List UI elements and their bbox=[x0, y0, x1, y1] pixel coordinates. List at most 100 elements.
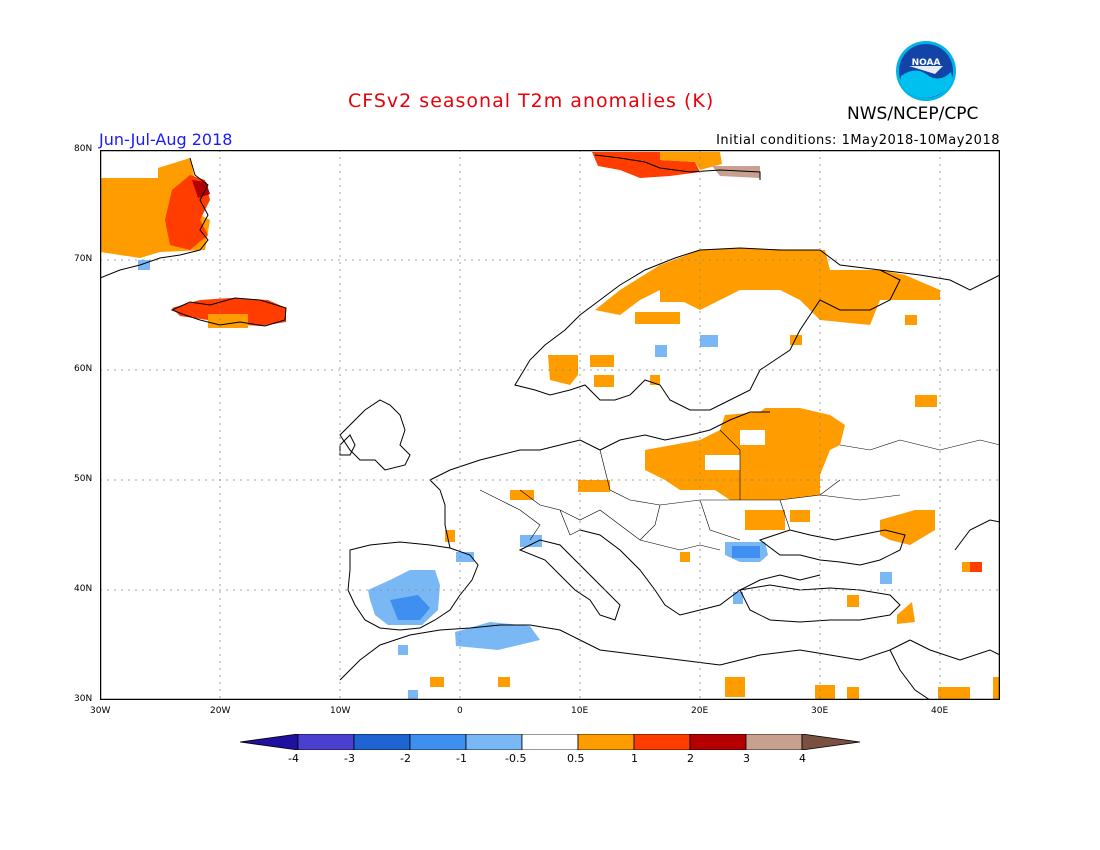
egypt-warm-3 bbox=[847, 687, 859, 700]
france-south-cool bbox=[520, 535, 542, 547]
greece-warm-patch bbox=[680, 552, 690, 562]
lon-label-10w: 10W bbox=[330, 706, 351, 716]
italy-coast bbox=[518, 539, 621, 621]
france-coast bbox=[429, 479, 451, 549]
egypt-warm-1 bbox=[725, 677, 745, 697]
svalbard-coast bbox=[594, 154, 761, 180]
scandinavia-coast bbox=[514, 247, 901, 411]
greenland-coast bbox=[99, 157, 209, 279]
coastlines bbox=[99, 154, 1001, 701]
sweden-mid-warm bbox=[650, 375, 660, 385]
lat-label-80n: 80N bbox=[74, 144, 93, 154]
arabia-warm-2 bbox=[993, 677, 1000, 700]
colorbar-arrow-low bbox=[239, 733, 299, 751]
colorbar-label-1: 1 bbox=[631, 752, 638, 765]
colorbar-bin-2 bbox=[353, 733, 411, 751]
noaa-logo: NOAA bbox=[895, 40, 957, 106]
morocco-cool-patch bbox=[398, 645, 408, 655]
colorbar-bin-4 bbox=[465, 733, 523, 751]
colorbar-bin-6 bbox=[577, 733, 635, 751]
svalbard-warm-region bbox=[660, 152, 722, 170]
greenland-hot-coast bbox=[192, 180, 210, 198]
sahara-warm-1 bbox=[430, 677, 444, 687]
colorbar-bin-1 bbox=[297, 733, 355, 751]
arabia-warm-1 bbox=[938, 687, 970, 700]
colorbar-label--4: -4 bbox=[288, 752, 299, 765]
lon-label-20w: 20W bbox=[210, 706, 231, 716]
colorbar-bin-5 bbox=[521, 733, 579, 751]
lon-label-30w: 30W bbox=[90, 706, 111, 716]
norway-warm-patch bbox=[590, 355, 614, 367]
map-frame bbox=[99, 149, 1001, 701]
egypt-warm-2 bbox=[815, 685, 835, 700]
balkan-coast bbox=[579, 529, 821, 616]
lon-label-20e: 20E bbox=[691, 706, 709, 716]
colorbar-label--0.5: -0.5 bbox=[505, 752, 527, 765]
initial-conditions-label: Initial conditions: 1May2018-10May2018 bbox=[716, 133, 1000, 148]
lat-label-40n: 40N bbox=[74, 584, 93, 594]
levant-cool-patch bbox=[880, 572, 892, 584]
kola-coast bbox=[879, 269, 1001, 291]
greenland-cool-spot bbox=[138, 260, 150, 270]
finland-warm-patch bbox=[660, 290, 700, 302]
iberia-cold-core bbox=[390, 595, 430, 620]
period-label: Jun-Jul-Aug 2018 bbox=[99, 130, 233, 149]
black-sea-coast bbox=[758, 529, 906, 566]
france-sw-warm bbox=[445, 530, 455, 542]
scandinavia-warm-region bbox=[595, 248, 940, 325]
pyrenees-cool-patch bbox=[456, 552, 474, 562]
colorbar-label-3: 3 bbox=[743, 752, 750, 765]
caucasus-warm-patch bbox=[962, 562, 970, 572]
iceland-hot-region bbox=[172, 298, 286, 326]
graticule bbox=[100, 150, 1000, 700]
anomaly-map bbox=[99, 149, 1001, 704]
lon-label-40e: 40E bbox=[931, 706, 949, 716]
lon-label-10e: 10E bbox=[571, 706, 589, 716]
lat-label-70n: 70N bbox=[74, 254, 93, 264]
colorbar-label-2: 2 bbox=[687, 752, 694, 765]
russia-warm-small-2 bbox=[915, 395, 937, 407]
colorbar-label--2: -2 bbox=[400, 752, 411, 765]
iceland-coast bbox=[170, 297, 287, 327]
colorbar-arrow-high bbox=[801, 733, 861, 751]
colorbar-bin-7 bbox=[633, 733, 691, 751]
agency-label: NWS/NCEP/CPC bbox=[847, 104, 979, 124]
aegean-cool-patch bbox=[733, 592, 743, 604]
lon-label-30e: 30E bbox=[811, 706, 829, 716]
colorbar-label--3: -3 bbox=[344, 752, 355, 765]
logo-text: NOAA bbox=[912, 58, 941, 68]
sweden-east-warm bbox=[594, 375, 614, 387]
sweden-warm-patch bbox=[635, 312, 680, 324]
franz-josef-region bbox=[712, 166, 760, 178]
red-sea-coast bbox=[889, 649, 931, 701]
caspian-coast bbox=[954, 519, 1001, 551]
country-borders bbox=[479, 429, 1001, 551]
north-africa-coast bbox=[339, 624, 911, 681]
iberia-coast bbox=[347, 541, 479, 631]
france-warm-patch bbox=[510, 490, 534, 500]
romania-warm-patch bbox=[745, 510, 785, 530]
lat-label-30n: 30N bbox=[74, 694, 93, 704]
colorbar-label-4: 4 bbox=[799, 752, 806, 765]
turkey-warm-patch bbox=[847, 595, 859, 607]
north-africa-cool-region bbox=[455, 622, 540, 650]
russia-warm-small-1 bbox=[790, 335, 802, 345]
colorbar-bin-9 bbox=[745, 733, 803, 751]
svalbard-hot-region bbox=[592, 152, 700, 178]
baltic-cool-2 bbox=[700, 335, 718, 347]
turkey-coast bbox=[739, 584, 901, 623]
levant-warm-region bbox=[897, 602, 915, 624]
lat-label-50n: 50N bbox=[74, 474, 93, 484]
germany-warm-patch bbox=[578, 480, 610, 492]
baltic-coast bbox=[599, 411, 770, 451]
lat-label-60n: 60N bbox=[74, 364, 93, 374]
caucasus-warm-region bbox=[880, 510, 935, 545]
colorbar-bin-8 bbox=[689, 733, 747, 751]
colorbar bbox=[239, 733, 862, 754]
baltic-cool-1 bbox=[655, 345, 667, 357]
sahara-cool-patch bbox=[408, 690, 418, 700]
sahara-warm-2 bbox=[498, 677, 510, 687]
anomaly-fill bbox=[100, 152, 1000, 700]
colorbar-label--1: -1 bbox=[456, 752, 467, 765]
poland-white-hole bbox=[705, 455, 740, 470]
